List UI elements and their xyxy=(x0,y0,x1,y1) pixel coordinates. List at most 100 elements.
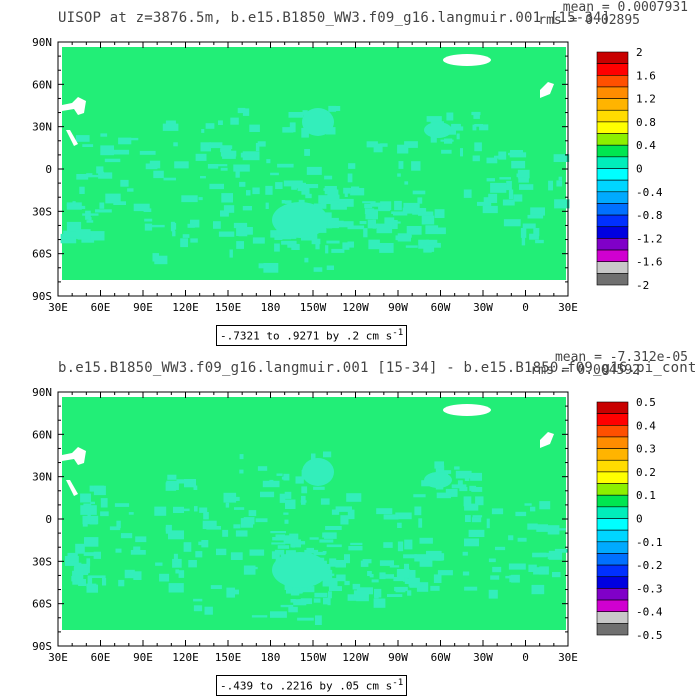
lat-label: 90S xyxy=(32,290,52,303)
anomaly-patch xyxy=(205,123,215,129)
anomaly-patch xyxy=(488,558,496,563)
anomaly-patch xyxy=(395,235,403,241)
anomaly-patch xyxy=(193,605,203,612)
anomaly-patch xyxy=(305,193,312,199)
anomaly-patch xyxy=(392,221,401,224)
anomaly-patch xyxy=(409,583,424,588)
anomaly-patch xyxy=(558,176,562,181)
anomaly-patch xyxy=(393,577,405,582)
anomaly-patch xyxy=(434,209,445,218)
colorbar-cell xyxy=(596,191,629,204)
anomaly-patch xyxy=(533,567,546,575)
anomaly-patch xyxy=(426,239,438,246)
anomaly-patch xyxy=(491,508,504,515)
anomaly-patch xyxy=(460,148,463,157)
anomaly-patch xyxy=(326,544,342,548)
anomaly-patch xyxy=(275,182,283,189)
anomaly-patch xyxy=(464,586,478,591)
anomaly-patch xyxy=(505,575,514,579)
anomaly-patch xyxy=(118,579,125,587)
anomaly-patch xyxy=(221,193,233,203)
colorbar-cell xyxy=(596,564,629,578)
anomaly-patch xyxy=(532,552,547,558)
anomaly-patch xyxy=(272,537,285,541)
anomaly-patch xyxy=(206,526,221,530)
anomaly-patch xyxy=(159,573,170,582)
anomaly-patch xyxy=(235,168,240,178)
anomaly-patch xyxy=(423,243,432,253)
anomaly-patch xyxy=(285,499,296,509)
lon-label: 150E xyxy=(215,301,242,314)
colorbar-label: -0.2 xyxy=(636,559,663,572)
colorbar-label: -0.3 xyxy=(636,582,663,595)
colorbar-cell xyxy=(596,494,629,508)
anomaly-patch xyxy=(326,127,336,135)
colorbar-label: -0.1 xyxy=(636,536,663,549)
colorbar-cell xyxy=(596,51,629,64)
anomaly-patch xyxy=(383,574,394,579)
anomaly-patch xyxy=(246,190,251,196)
lon-label: 180 xyxy=(261,651,281,664)
lon-label: 30E xyxy=(48,651,68,664)
anomaly-patch xyxy=(280,604,294,608)
anomaly-patch xyxy=(216,548,227,556)
anomaly-patch xyxy=(85,210,91,220)
anomaly-patch xyxy=(133,571,142,580)
anomaly-patch xyxy=(379,560,394,566)
lon-label: 30E xyxy=(558,301,578,314)
anomaly-patch xyxy=(394,200,402,211)
colorbar: 0.5 0.4 0.3 0.2 0.1 0 -0.1 -0.2 -0.3 -0.4 -0.5 xyxy=(596,396,663,642)
anomaly-patch xyxy=(294,541,306,545)
land-mask xyxy=(540,432,554,448)
anomaly-patch xyxy=(436,492,451,499)
anomaly-patch xyxy=(403,202,420,213)
anomaly-patch xyxy=(242,206,252,211)
anomaly-patch xyxy=(527,214,544,219)
anomaly-patch xyxy=(404,181,409,185)
anomaly-patch xyxy=(529,233,539,240)
anomaly-patch xyxy=(508,563,526,570)
anomaly-patch xyxy=(272,202,328,238)
anomaly-patch xyxy=(397,522,402,528)
anomaly-patch xyxy=(364,203,373,209)
anomaly-patch xyxy=(87,513,91,523)
anomaly-patch xyxy=(200,142,211,152)
anomaly-patch xyxy=(233,524,241,529)
anomaly-patch xyxy=(76,229,91,239)
anomaly-patch xyxy=(397,233,411,242)
anomaly-patch xyxy=(441,149,452,154)
anomaly-patch xyxy=(425,225,439,235)
land-mask xyxy=(62,447,86,465)
anomaly-patch xyxy=(463,496,472,507)
anomaly-patch xyxy=(283,512,289,515)
anomaly-patch xyxy=(395,512,412,520)
anomaly-patch xyxy=(488,589,498,599)
anomaly-patch xyxy=(313,598,321,603)
anomaly-patch xyxy=(414,554,432,562)
anomaly-patch xyxy=(331,248,345,253)
colorbar-label: 0.4 xyxy=(636,419,656,432)
anomaly-patch xyxy=(331,509,340,515)
anomaly-patch xyxy=(274,243,280,252)
colorbar-cell xyxy=(596,168,629,181)
lon-label: 60E xyxy=(91,301,111,314)
anomaly-patch xyxy=(249,124,260,132)
anomaly-patch xyxy=(437,227,446,235)
lon-label: 120E xyxy=(172,301,199,314)
anomaly-patch xyxy=(133,203,150,212)
lon-label: 0 xyxy=(522,651,529,664)
anomaly-patch xyxy=(426,116,442,122)
anomaly-patch xyxy=(455,470,472,479)
anomaly-patch xyxy=(464,503,479,511)
anomaly-patch xyxy=(174,161,189,169)
anomaly-patch xyxy=(276,473,283,476)
anomaly-patch xyxy=(163,177,176,181)
anomaly-patch xyxy=(226,587,235,598)
anomaly-patch xyxy=(499,177,511,180)
anomaly-patch xyxy=(282,127,294,133)
anomaly-patch xyxy=(451,484,467,489)
anomaly-patch xyxy=(383,514,399,520)
anomaly-patch xyxy=(293,599,307,606)
anomaly-patch xyxy=(114,503,130,507)
